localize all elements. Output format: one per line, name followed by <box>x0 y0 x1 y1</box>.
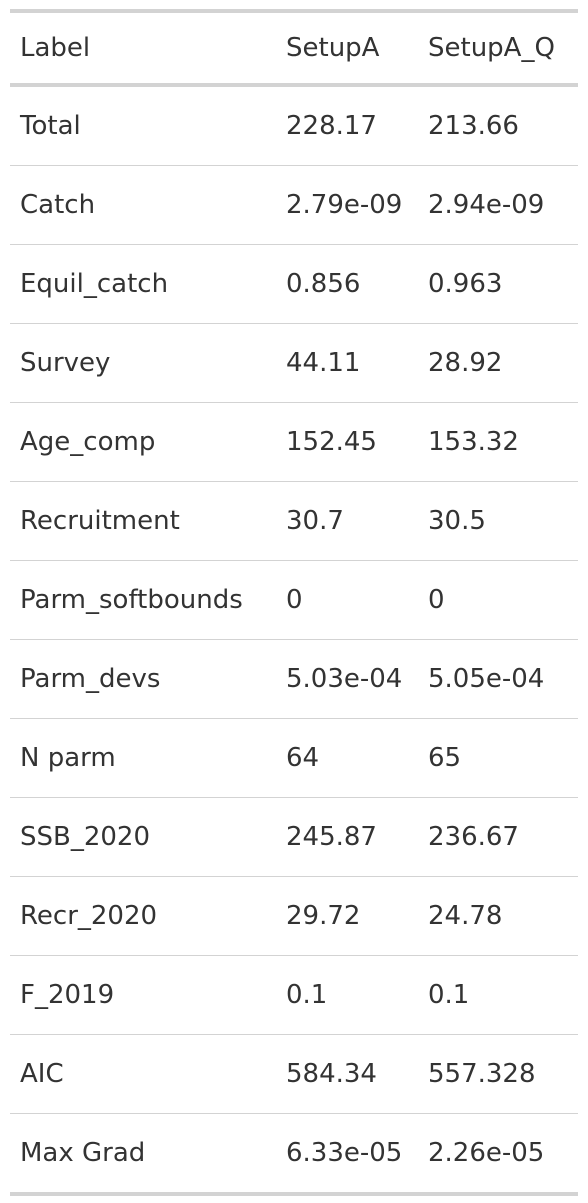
row-label: N parm <box>10 718 276 798</box>
setupa-q-value: 0.963 <box>418 244 578 324</box>
setupa-q-value: 65 <box>418 718 578 798</box>
setupa-q-value: 213.66 <box>428 111 519 141</box>
header-label: Label <box>20 33 91 63</box>
setupa-value: 152.45 <box>276 402 418 482</box>
setupa-q-value: 5.05e-04 <box>418 639 578 719</box>
row-label: F_2019 <box>10 955 276 1035</box>
row-label: Parm_softbounds <box>10 560 276 640</box>
row-label: Recr_2020 <box>10 876 276 956</box>
setupa-value: 245.87 <box>276 797 418 877</box>
row-label: AIC <box>10 1034 276 1114</box>
setupa-value: 228.17 <box>286 111 377 141</box>
row-label: Age_comp <box>10 402 276 482</box>
setupa-value: 6.33e-05 <box>276 1113 418 1194</box>
setupa-value: 584.34 <box>276 1034 418 1114</box>
setupa-q-value: 30.5 <box>418 481 578 561</box>
table-header: Label SetupA SetupA_Q <box>10 11 578 85</box>
setupa-value: 0.1 <box>276 955 418 1035</box>
setupa-value: 5.03e-04 <box>276 639 418 719</box>
table-row: Survey 44.11 28.92 <box>10 323 578 403</box>
table-row: Recr_2020 29.72 24.78 <box>10 876 578 956</box>
table-body: Total 228.17 213.66 Catch 2.79e-09 2.94e… <box>10 85 578 1194</box>
setupa-value: 29.72 <box>276 876 418 956</box>
table-row: SSB_2020 245.87 236.67 <box>10 797 578 877</box>
setupa-q-value: 557.328 <box>418 1034 578 1114</box>
setupa-value: 0.856 <box>276 244 418 324</box>
setupa-value: 64 <box>276 718 418 798</box>
row-label: Survey <box>10 323 276 403</box>
row-label: Parm_devs <box>10 639 276 719</box>
setupa-q-value: 0.1 <box>418 955 578 1035</box>
row-label: Max Grad <box>10 1113 276 1194</box>
table-row: Max Grad 6.33e-05 2.26e-05 <box>10 1113 578 1194</box>
results-table: Label SetupA SetupA_Q Total 228.17 213.6… <box>10 9 578 1196</box>
setupa-q-value: 0 <box>418 560 578 640</box>
setupa-value: 2.79e-09 <box>276 165 418 245</box>
table-row: F_2019 0.1 0.1 <box>10 955 578 1035</box>
header-row: Label SetupA SetupA_Q <box>10 11 578 85</box>
setupa-value: 0 <box>276 560 418 640</box>
table-row: Parm_devs 5.03e-04 5.05e-04 <box>10 639 578 719</box>
header-setupa-q: SetupA_Q <box>428 33 555 63</box>
setupa-value: 44.11 <box>276 323 418 403</box>
table-row: Equil_catch 0.856 0.963 <box>10 244 578 324</box>
table-row: Total 228.17 213.66 <box>10 85 578 166</box>
table-row: Age_comp 152.45 153.32 <box>10 402 578 482</box>
row-label: Total <box>20 111 81 141</box>
table-row: Parm_softbounds 0 0 <box>10 560 578 640</box>
results-table-container: Label SetupA SetupA_Q Total 228.17 213.6… <box>10 9 578 1196</box>
header-setupa: SetupA <box>286 33 380 63</box>
setupa-q-value: 236.67 <box>418 797 578 877</box>
setupa-q-value: 2.94e-09 <box>418 165 578 245</box>
row-label: Recruitment <box>10 481 276 561</box>
setupa-value: 30.7 <box>276 481 418 561</box>
table-row: AIC 584.34 557.328 <box>10 1034 578 1114</box>
table-row: Catch 2.79e-09 2.94e-09 <box>10 165 578 245</box>
setupa-q-value: 2.26e-05 <box>418 1113 578 1194</box>
row-label: Catch <box>10 165 276 245</box>
table-row: N parm 64 65 <box>10 718 578 798</box>
table-row: Recruitment 30.7 30.5 <box>10 481 578 561</box>
setupa-q-value: 28.92 <box>418 323 578 403</box>
row-label: Equil_catch <box>10 244 276 324</box>
setupa-q-value: 24.78 <box>418 876 578 956</box>
setupa-q-value: 153.32 <box>418 402 578 482</box>
row-label: SSB_2020 <box>10 797 276 877</box>
